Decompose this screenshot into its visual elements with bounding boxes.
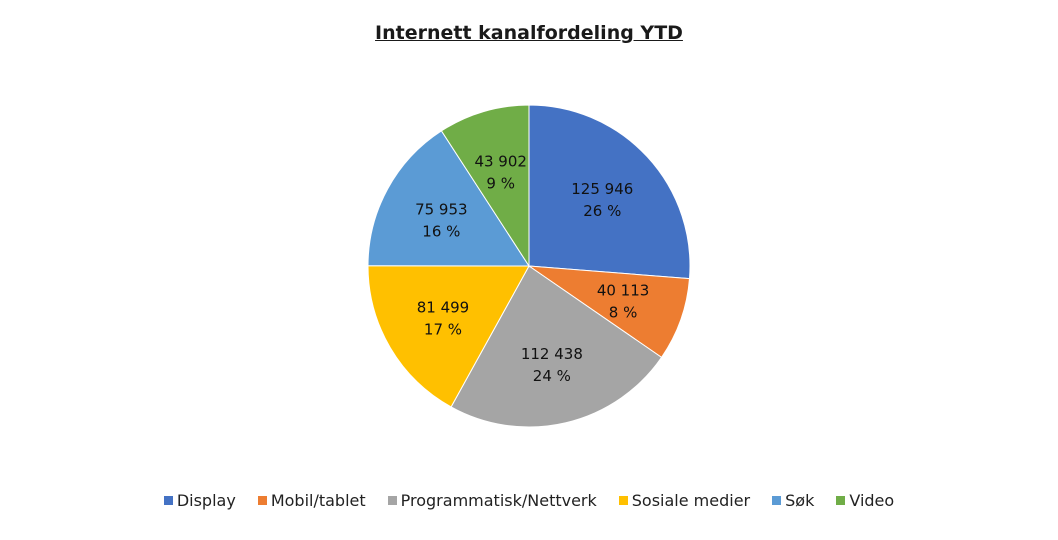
legend-item: Display [163, 491, 236, 510]
data-label-percent: 16 % [422, 222, 460, 240]
pie-slice-sosiale-medier [367, 265, 530, 408]
legend-item: Mobil/tablet [257, 491, 366, 510]
data-label-value: 125 946 [571, 180, 633, 198]
pie-slice-s-k [367, 130, 530, 267]
legend-item: Programmatisk/Nettverk [387, 491, 597, 510]
legend-swatch [618, 496, 628, 505]
legend-item: Søk [772, 491, 814, 510]
legend-item: Video [836, 491, 894, 510]
data-label-percent: 24 % [533, 367, 571, 385]
pie-slice-programmatisk-nettverk [450, 265, 663, 428]
legend-label: Søk [785, 491, 815, 510]
legend-swatch [163, 496, 173, 505]
legend-label: Display [176, 491, 236, 510]
legend-label: Programmatisk/Nettverk [400, 491, 597, 510]
pie-slice-display [528, 104, 691, 280]
data-label-percent: 26 % [583, 202, 621, 220]
legend-swatch [387, 496, 397, 505]
legend-label: Video [849, 491, 895, 510]
legend-swatch [257, 496, 267, 505]
legend-item: Sosiale medier [618, 491, 751, 510]
data-label-value: 81 499 [417, 299, 470, 317]
legend-swatch [836, 496, 846, 505]
data-label-value: 75 953 [415, 200, 468, 218]
data-label-percent: 9 % [486, 174, 515, 192]
data-label-value: 43 902 [474, 152, 527, 170]
pie-chart: 125 946 26 % 40 113 8 % 112 438 24 % 81 499 17 … [367, 104, 691, 428]
data-label-percent: 17 % [424, 321, 462, 339]
legend-label: Sosiale medier [631, 491, 751, 510]
legend: Display Mobil/tablet Programmatisk/Nettver… [0, 491, 1058, 510]
pie-slice-video [440, 104, 530, 268]
legend-swatch [772, 496, 782, 505]
data-label-percent: 8 % [609, 303, 638, 321]
legend-label: Mobil/tablet [270, 491, 366, 510]
data-label-value: 40 113 [597, 281, 650, 299]
chart-title: Internett kanalfordeling YTD [375, 22, 683, 44]
data-label-value: 112 438 [521, 345, 583, 363]
